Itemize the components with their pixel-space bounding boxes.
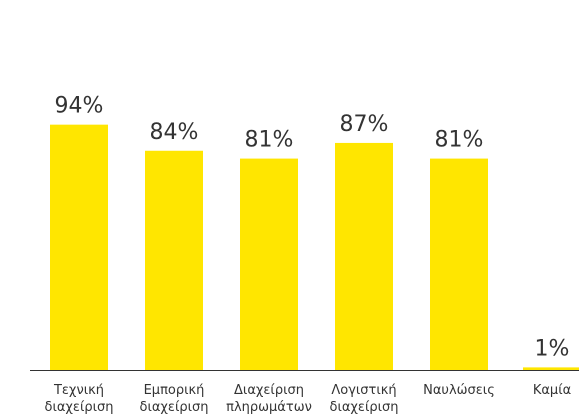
value-label-2: 81%	[245, 128, 294, 153]
bar-5	[523, 367, 579, 370]
bar-4	[430, 158, 488, 370]
category-label-2-line-0: Διαχείριση	[234, 383, 304, 398]
category-label-4: Ναυλώσεις	[423, 383, 495, 398]
bar-3	[335, 142, 393, 370]
category-label-5: Καμία	[533, 383, 571, 398]
category-label-1-line-0: Εμπορική	[144, 383, 205, 398]
value-label-4: 81%	[435, 128, 484, 153]
bar-0	[50, 124, 108, 370]
value-label-5: 1%	[535, 336, 570, 361]
category-label-1-line-1: διαχείριση	[140, 400, 209, 415]
value-label-3: 87%	[340, 112, 389, 137]
bar-1	[145, 150, 203, 370]
value-label-0: 94%	[55, 94, 104, 119]
category-label-2-line-1: πληρωμάτων	[226, 400, 312, 415]
category-label-3-line-1: διαχείριση	[330, 400, 399, 415]
category-label-0-line-0: Τεχνική	[53, 383, 104, 398]
category-label-3-line-0: Λογιστική	[331, 383, 396, 398]
category-label-0-line-1: διαχείριση	[45, 400, 114, 415]
bar-2	[240, 158, 298, 370]
value-label-1: 84%	[150, 120, 199, 145]
